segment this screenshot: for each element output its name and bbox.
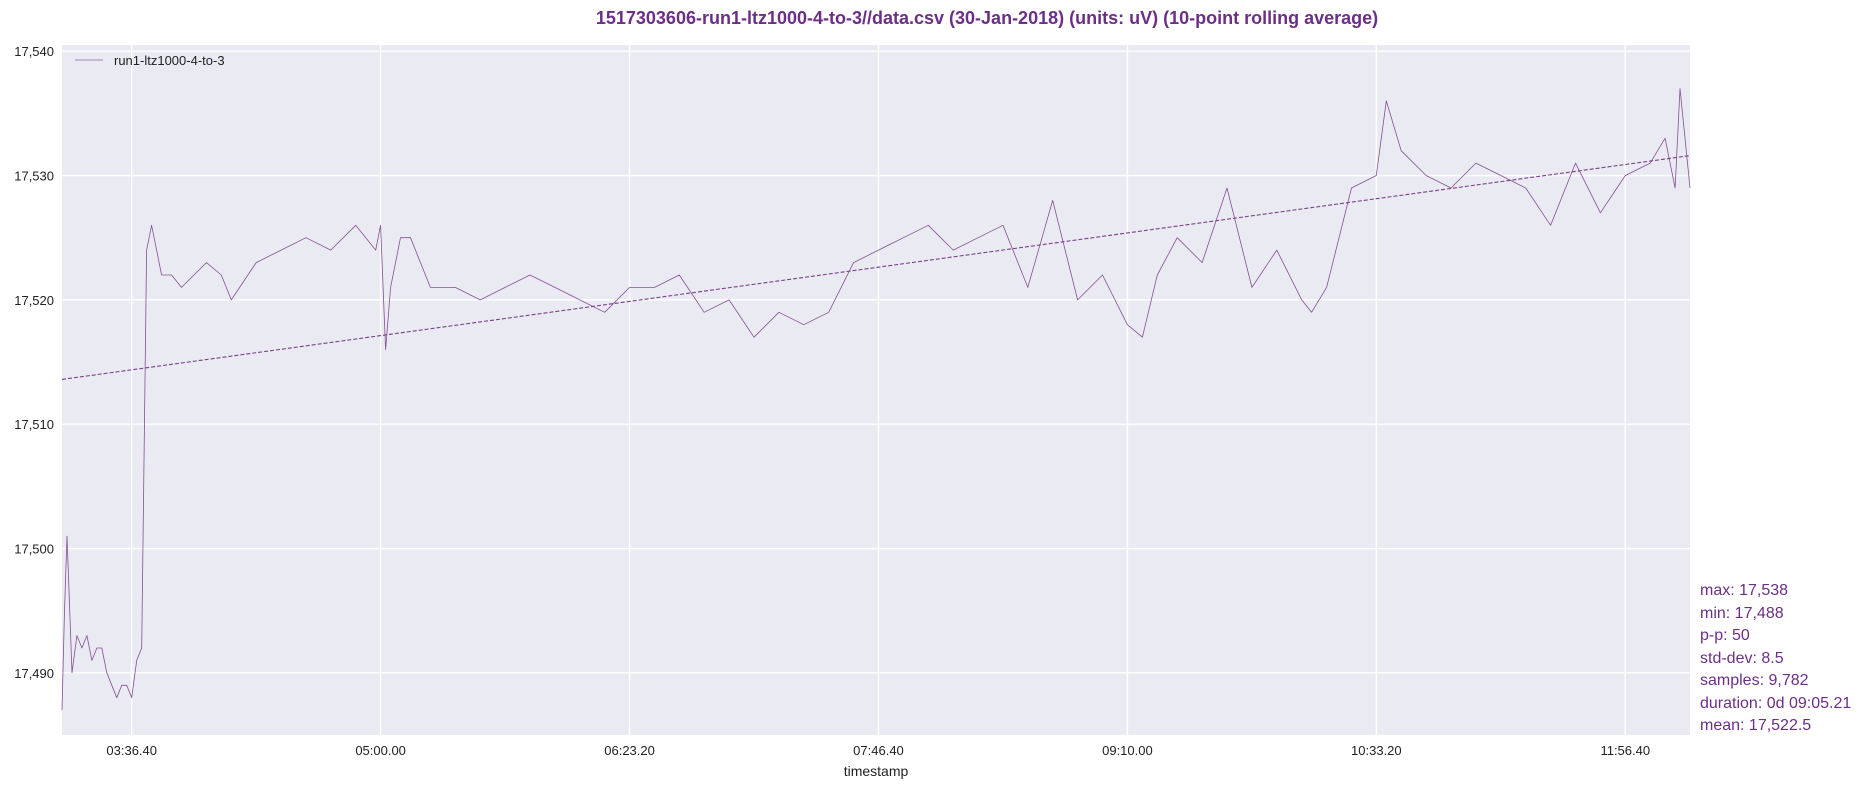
y-tick-label: 17,500 — [14, 542, 54, 557]
grid-lines — [62, 45, 1690, 735]
y-tick-label: 17,520 — [14, 293, 54, 308]
x-tick-label: 06:23.20 — [604, 743, 655, 758]
stat-min: min: 17,488 — [1700, 604, 1784, 622]
x-tick-label: 09:10.00 — [1102, 743, 1153, 758]
x-tick-label: 07:46.40 — [853, 743, 904, 758]
x-tick-label: 10:33.20 — [1351, 743, 1402, 758]
y-tick-label: 17,540 — [14, 44, 54, 59]
plot-area — [62, 45, 1690, 735]
stat-max: max: 17,538 — [1700, 582, 1789, 599]
legend-entry: run1-ltz1000-4-to-3 — [114, 53, 225, 68]
x-tick-label: 05:00.00 — [355, 743, 406, 758]
x-tick-label: 11:56.40 — [1600, 743, 1650, 758]
legend: run1-ltz1000-4-to-3 — [75, 53, 225, 68]
stat-peak-to-peak: p-p: 50 — [1700, 627, 1750, 644]
stat-duration: duration: 0d 09:05.21 — [1700, 694, 1852, 712]
y-tick-label: 17,490 — [14, 666, 54, 681]
chart-title: 1517303606-run1-ltz1000-4-to-3//data.csv… — [596, 8, 1378, 28]
x-axis-label: timestamp — [844, 763, 909, 779]
y-tick-label: 17,530 — [14, 169, 54, 184]
stat-mean: mean: 17,522.5 — [1700, 717, 1812, 734]
trend-line — [61, 155, 1691, 380]
x-tick-label: 03:36.40 — [106, 743, 157, 758]
y-tick-label: 17,510 — [14, 417, 54, 432]
series-line — [61, 88, 1691, 711]
tick-labels: 17,490 17,500 17,510 17,520 17,530 17,540 03:3… — [14, 44, 1650, 758]
stats-panel: max: 17,538 min: 17,488 p-p: 50 std-dev:… — [1700, 580, 1851, 738]
series-layer — [61, 88, 1691, 711]
stat-samples: samples: 9,782 — [1700, 672, 1809, 689]
stat-std-dev: std-dev: 8.5 — [1700, 649, 1784, 667]
